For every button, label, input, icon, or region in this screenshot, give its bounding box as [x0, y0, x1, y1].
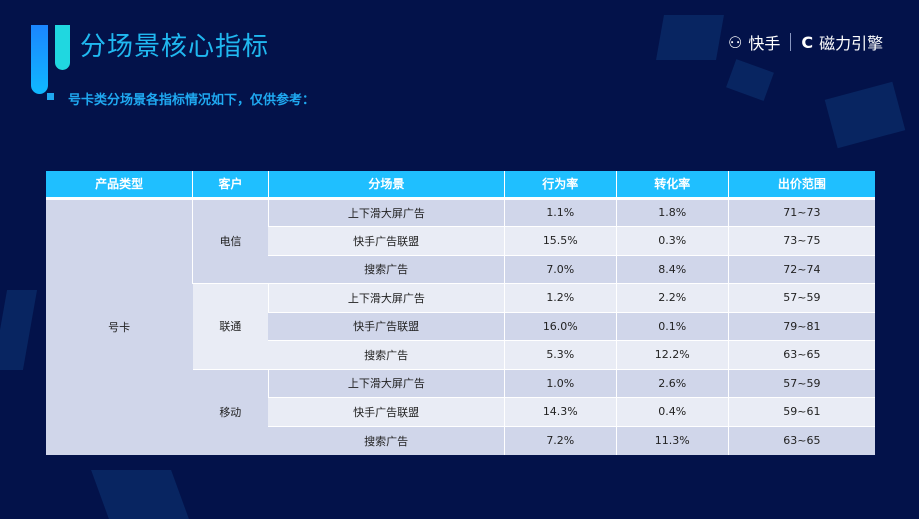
table-cell: 14.3%: [503, 397, 617, 426]
table-cell: 上下滑大屏广告: [267, 197, 505, 227]
customer-cell: 移动: [192, 368, 269, 455]
table-cell: 72~74: [727, 254, 875, 284]
table-cell: 搜索广告: [268, 425, 505, 455]
table-cell: 7.0%: [503, 254, 617, 284]
table-cell: 57~59: [727, 283, 875, 312]
table-cell: 7.2%: [503, 425, 617, 455]
customer-cell: 电信: [192, 197, 269, 284]
brand-magnetic: 磁力引擎: [819, 34, 884, 53]
column-header: 分场景: [267, 171, 505, 200]
table-row: 搜索广告 7.2% 11.3% 63~65: [46, 425, 875, 455]
table-cell: 12.2%: [615, 340, 729, 369]
magnet-icon: C: [801, 32, 814, 52]
table-row: 搜索广告 5.3% 12.2% 63~65: [46, 340, 875, 369]
table-cell: 5.3%: [503, 340, 617, 369]
table-cell: 上下滑大屏广告: [267, 283, 505, 312]
logo-bar-icon: [31, 25, 48, 94]
table-cell: 快手广告联盟: [268, 311, 505, 341]
table-cell: 2.6%: [615, 368, 729, 398]
table-cell: 0.4%: [615, 397, 729, 426]
table-row: 搜索广告 7.0% 8.4% 72~74: [46, 254, 875, 284]
decoration: [824, 81, 906, 149]
brand-logo: ⚇ 快手 C 磁力引擎: [728, 30, 883, 54]
table-cell: 8.4%: [615, 254, 729, 284]
table-cell: 搜索广告: [268, 340, 505, 369]
table-cell: 59~61: [727, 397, 875, 426]
table-cell: 73~75: [727, 226, 875, 255]
table-row: 移动 上下滑大屏广告 1.0% 2.6% 57~59: [46, 368, 875, 455]
table-cell: 16.0%: [503, 311, 617, 341]
decoration: [91, 470, 189, 519]
customer-cell: 联通: [192, 283, 269, 369]
bullet-icon: [47, 93, 54, 100]
table-cell: 63~65: [727, 340, 875, 369]
product-cell: 号卡: [46, 197, 193, 455]
metrics-table: 产品类型 客户 分场景 行为率 转化率 出价范围 号卡 电信 上下滑大屏广告 1.1% 1.8% 7…: [46, 171, 875, 455]
table-cell: 57~59: [727, 368, 875, 398]
table-cell: 71~73: [727, 197, 875, 227]
kuaishou-icon: ⚇: [728, 32, 743, 52]
table-cell: 1.2%: [503, 283, 617, 312]
column-header: 转化率: [615, 171, 729, 200]
column-header: 行为率: [503, 171, 617, 200]
subtitle: 号卡类分场景各指标情况如下，仅供参考：: [68, 93, 316, 108]
table-cell: 0.3%: [615, 226, 729, 255]
table-row: 快手广告联盟 14.3% 0.4% 59~61: [46, 397, 875, 426]
table-row: 快手广告联盟 16.0% 0.1% 79~81: [46, 311, 875, 341]
decoration: [726, 59, 774, 101]
table-cell: 2.2%: [615, 283, 729, 312]
decoration: [0, 290, 38, 370]
table-cell: 快手广告联盟: [268, 226, 505, 255]
table-cell: 1.8%: [615, 197, 729, 227]
table-row: 号卡 电信 上下滑大屏广告 1.1% 1.8% 71~73: [46, 197, 875, 455]
table-cell: 快手广告联盟: [268, 397, 505, 426]
table-cell: 搜索广告: [268, 254, 505, 284]
table-cell: 15.5%: [503, 226, 617, 255]
table-cell: 1.1%: [503, 197, 617, 227]
divider: [790, 33, 792, 51]
table-cell: 上下滑大屏广告: [267, 368, 505, 398]
column-header: 产品类型: [46, 171, 193, 200]
page-title: 分场景核心指标: [80, 32, 270, 62]
table-row: 快手广告联盟 15.5% 0.3% 73~75: [46, 226, 875, 255]
table-row: 联通 上下滑大屏广告 1.2% 2.2% 57~59: [46, 283, 875, 369]
table-cell: 63~65: [727, 425, 875, 455]
table-cell: 11.3%: [615, 425, 729, 455]
logo-bar-icon: [55, 25, 70, 70]
brand-kuaishou: 快手: [748, 34, 781, 53]
table-cell: 79~81: [727, 311, 875, 341]
column-header: 出价范围: [727, 171, 875, 200]
table-cell: 0.1%: [615, 311, 729, 341]
table-cell: 1.0%: [503, 368, 617, 398]
decoration: [656, 15, 724, 60]
column-header: 客户: [192, 171, 269, 200]
